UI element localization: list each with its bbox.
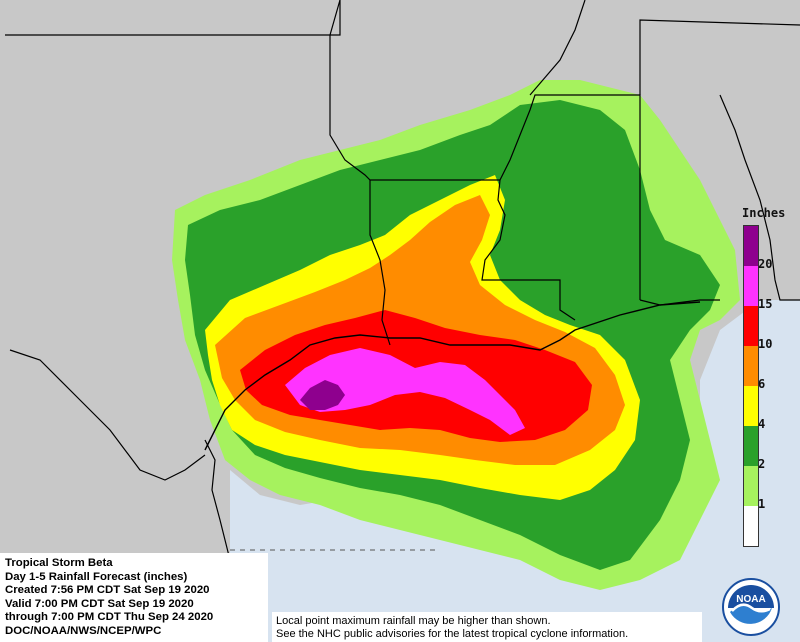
- legend-title: Inches: [742, 206, 786, 220]
- border-ms-al-tn: [639, 19, 800, 95]
- border-ok-tx: [329, 35, 500, 181]
- legend-swatch: [744, 386, 758, 426]
- political-borders: [5, 0, 800, 561]
- disclaimer-box: Local point maximum rainfall may be high…: [272, 612, 702, 642]
- legend-label: 10: [758, 337, 773, 351]
- disclaimer-line-1: Local point maximum rainfall may be high…: [276, 615, 551, 627]
- legend-swatch: [744, 426, 758, 466]
- legend-swatch: [744, 346, 758, 386]
- border-tx-la: [369, 180, 391, 346]
- legend-label: 20: [758, 257, 773, 271]
- forecast-title: Day 1-5 Rainfall Forecast (inches): [5, 570, 188, 583]
- through-time: through 7:00 PM CDT Thu Sep 24 2020: [5, 611, 214, 624]
- legend-label: 1: [758, 497, 766, 511]
- border-al-ga: [719, 94, 800, 301]
- legend-label: 6: [758, 377, 766, 391]
- rain-contour-15in: [285, 348, 525, 435]
- noaa-logo-text: NOAA: [736, 594, 765, 605]
- border-ar-ms: [499, 94, 641, 300]
- border-mexico-coast: [204, 439, 231, 561]
- border-us-mexico: [9, 349, 206, 481]
- disclaimer-line-2: See the NHC public advisories for the la…: [276, 628, 629, 640]
- border-ar-tn: [529, 0, 586, 96]
- legend-swatch: [744, 506, 758, 546]
- gulf-coastline: [204, 301, 701, 451]
- legend-swatch: [744, 266, 758, 306]
- storm-name: Tropical Storm Beta: [5, 557, 113, 569]
- noaa-logo: NOAA: [722, 578, 780, 636]
- legend-label: 2: [758, 457, 766, 471]
- border-la-ms: [481, 179, 576, 321]
- legend-label: 4: [758, 417, 766, 431]
- legend-label: 15: [758, 297, 773, 311]
- legend-swatch: [744, 466, 758, 506]
- created-time: Created 7:56 PM CDT Sat Sep 19 2020: [5, 584, 210, 597]
- legend-color-bar: [743, 225, 759, 547]
- legend-swatch: [744, 226, 758, 266]
- border-al-fl: [639, 299, 720, 306]
- legend-swatch: [744, 306, 758, 346]
- valid-time: Valid 7:00 PM CDT Sat Sep 19 2020: [5, 597, 194, 610]
- forecast-info-box: Tropical Storm Beta Day 1-5 Rainfall For…: [0, 553, 268, 642]
- source-agency: DOC/NOAA/NWS/NCEP/WPC: [5, 624, 162, 637]
- border-ks-ok-east: [330, 0, 341, 36]
- rain-contour-20in: [300, 380, 345, 410]
